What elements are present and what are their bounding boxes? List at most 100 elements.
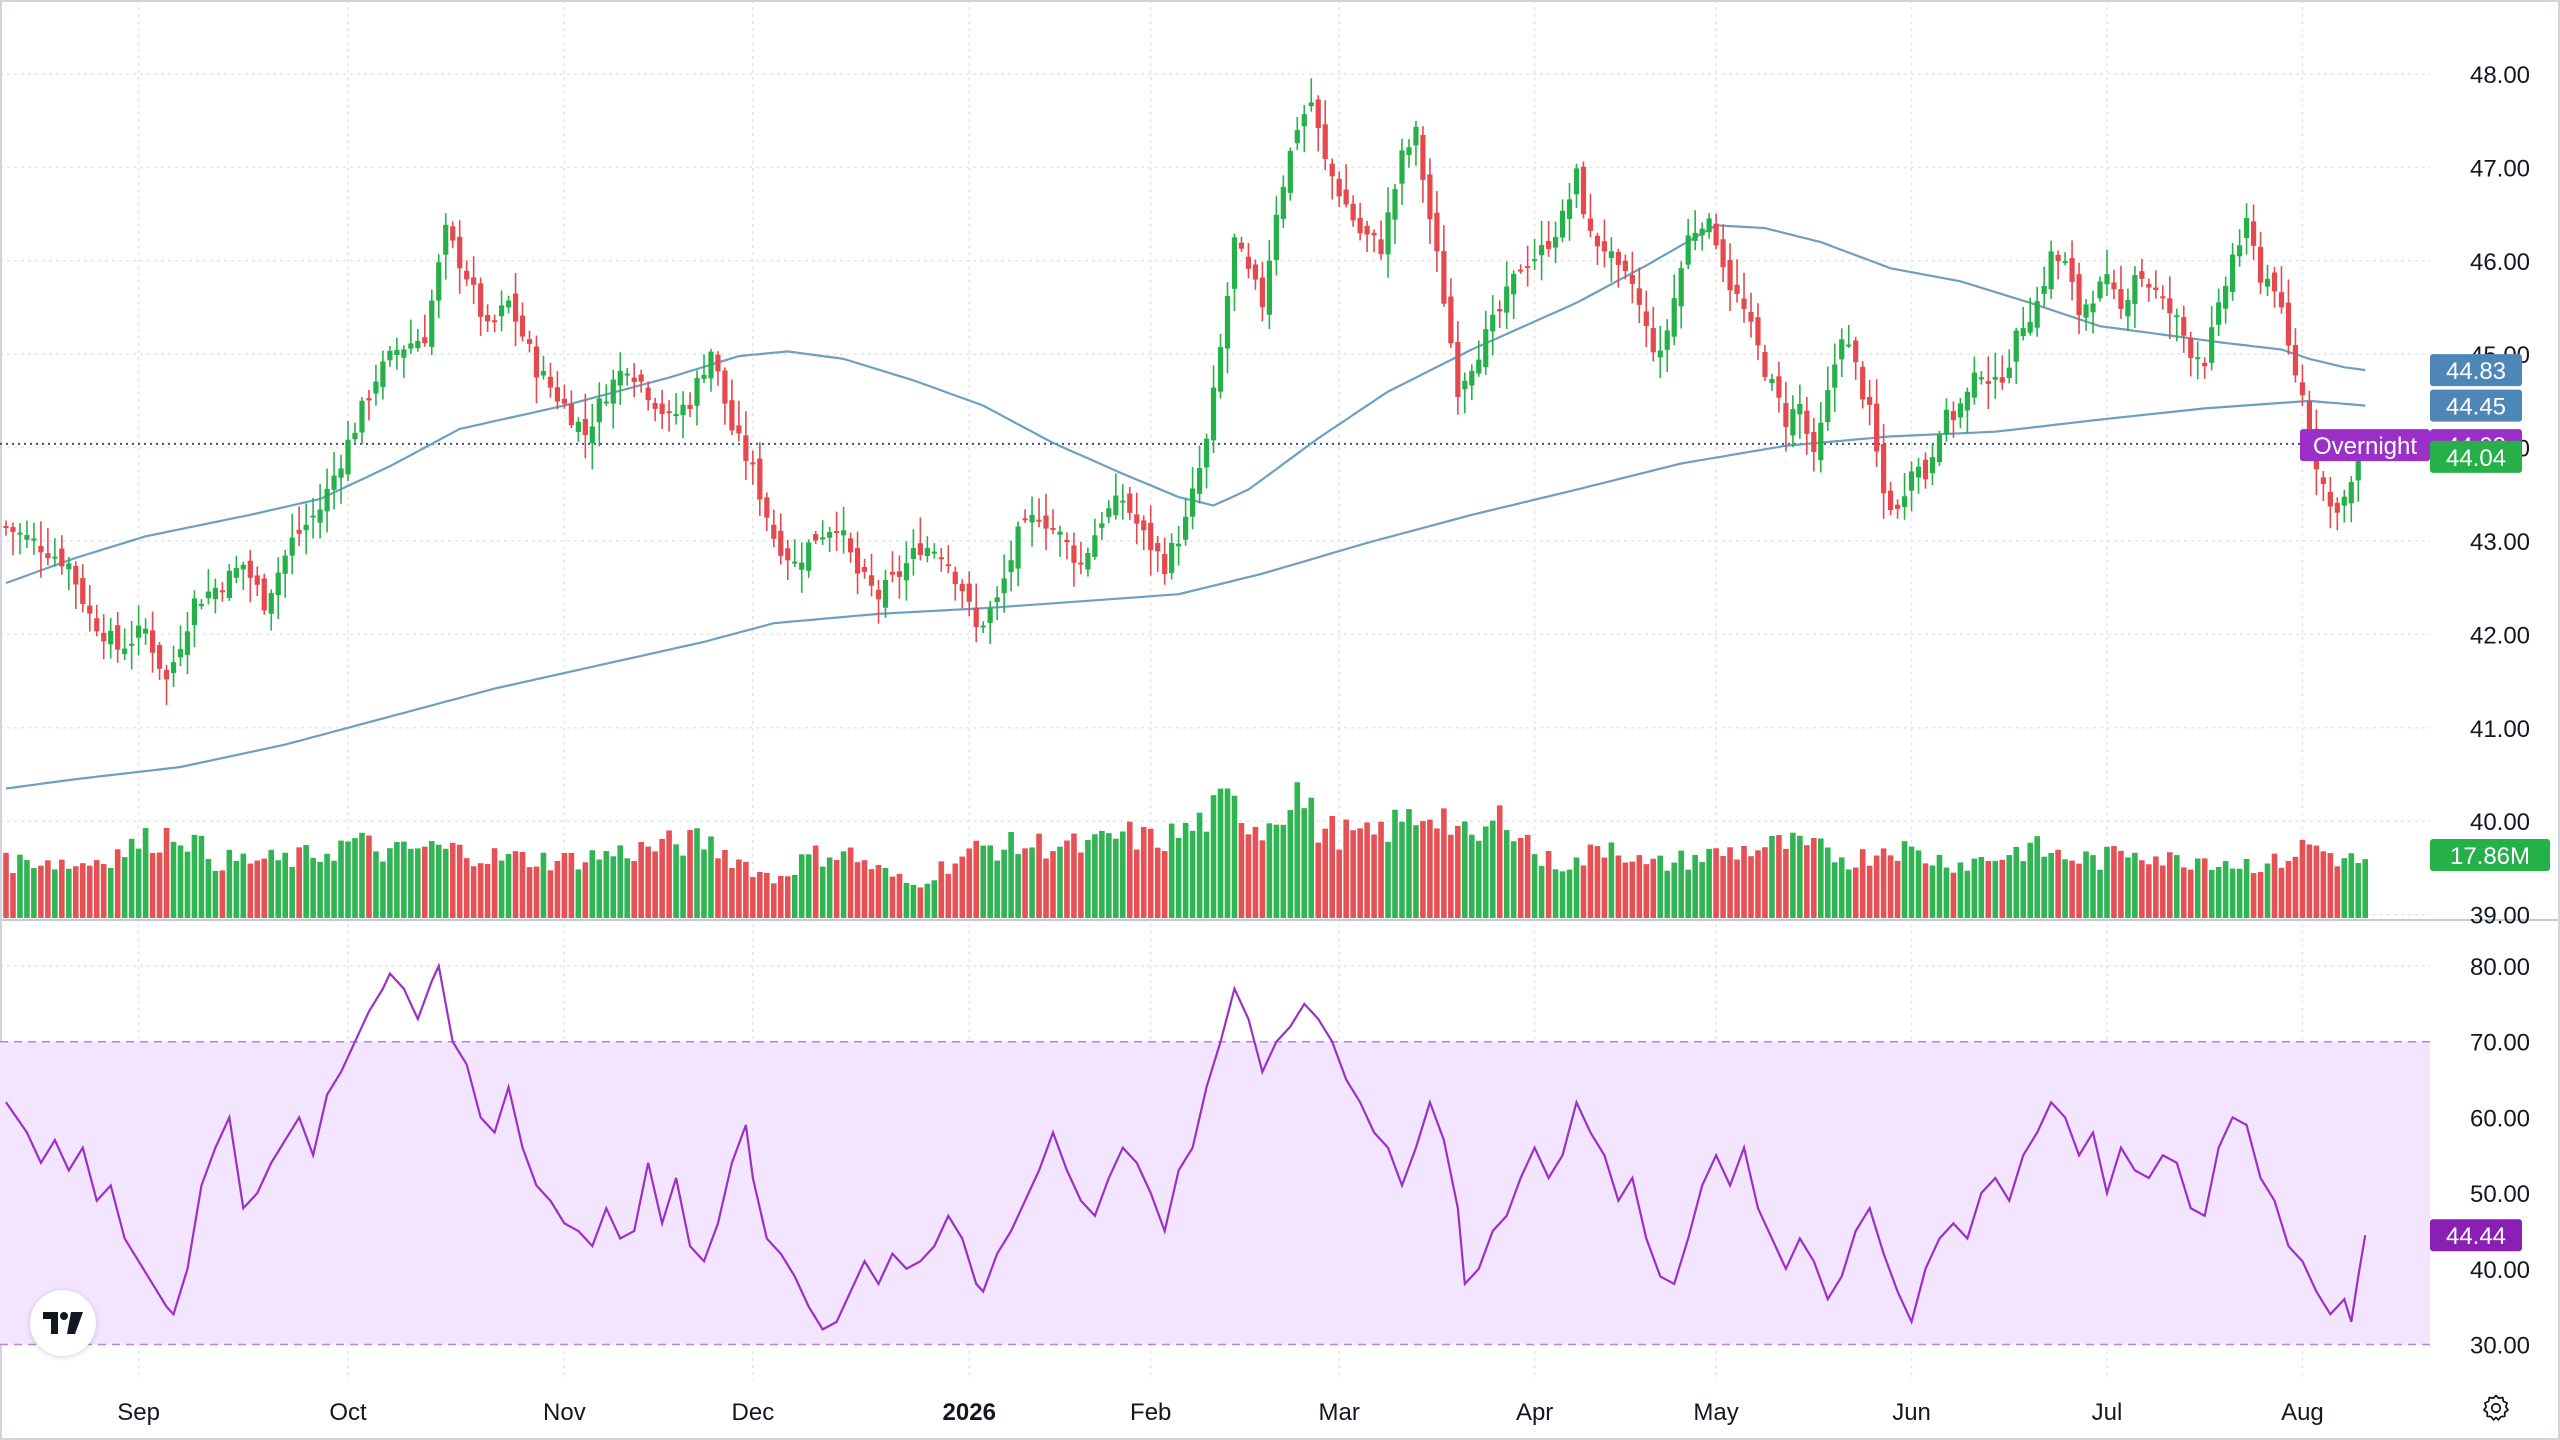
rsi-tick-label: 70.00 [2470,1030,2530,1057]
candle-body [799,562,805,570]
candle-body [1552,236,1559,248]
candle-body [1985,381,1991,384]
volume-bar [170,841,177,918]
candle-body [1811,431,1817,452]
volume-bar [1427,819,1433,918]
volume-bar [345,841,351,918]
candle-body [17,532,23,535]
candle-body [966,583,972,602]
volume-bar [2167,852,2173,918]
candle-body [1092,535,1098,557]
candle-body [219,590,225,593]
candle-body [212,587,218,600]
volume-bar [142,828,149,918]
candle-body [1580,166,1587,215]
volume-bar [1908,846,1915,918]
candle-body [177,649,184,658]
candle-body [1224,296,1231,349]
volume-bar [1922,863,1929,918]
volume-bar [868,869,875,918]
volume-bar [1852,867,1859,918]
candle-body [73,565,79,585]
volume-bar [163,827,170,918]
volume-bar [387,848,393,918]
candle-body [2153,287,2159,291]
candle-body [861,566,868,572]
volume-bar [1147,828,1154,918]
volume-bar [2069,860,2075,918]
candle-body [1518,269,1524,272]
candle-body [1573,168,1580,195]
candle-body [952,571,958,585]
volume-bar [1804,845,1810,918]
volume-bar [324,853,330,918]
candle-body [1308,102,1314,107]
volume-bar [708,836,714,918]
volume-bar [945,873,952,918]
volume-bar [449,842,456,918]
volume-bar [1762,847,1768,918]
candle-body [771,524,777,539]
volume-bar [2285,861,2292,918]
volume-bar [777,875,784,918]
candle-body [1273,214,1279,260]
volume-bar [205,858,212,918]
volume-bar [875,864,882,918]
candle-body [1357,217,1363,234]
volume-bar [1671,862,1678,918]
candle-body [806,542,812,571]
volume-bar [380,861,386,918]
candle-body [2111,282,2117,290]
volume-bar [233,860,240,918]
volume-bar [2160,865,2166,918]
candle-body [994,597,1000,602]
gear-icon[interactable] [2476,1388,2516,1428]
volume-bar [2236,868,2243,918]
volume-bar [1608,842,1615,918]
volume-bar [296,847,302,918]
candle-body [1427,174,1433,220]
volume-bar [2208,869,2215,918]
candle-body [1336,178,1342,197]
volume-bar [135,848,142,918]
candle-body [2306,401,2312,436]
volume-bar [771,883,777,918]
volume-bar [1301,808,1308,918]
volume-bar [1545,851,1552,918]
rsi-tick-label: 40.00 [2470,1257,2530,1284]
candle-body [882,580,889,608]
candle-body [1280,186,1286,220]
volume-bar [505,853,512,918]
candle-body [387,350,393,361]
volume-bar [2229,868,2236,918]
candle-body [1301,114,1307,127]
volume-bar [352,838,358,918]
candle-body [1420,134,1426,180]
volume-bar [184,851,191,918]
volume-bar [359,832,365,918]
candle-body [1706,218,1712,233]
volume-bar [1957,862,1964,918]
volume-bar [589,850,596,918]
candle-body [868,575,875,586]
volume-bar [812,845,819,918]
volume-bar [1866,865,1873,918]
volume-bar [1273,824,1280,918]
volume-bar [687,830,693,918]
volume-bar [1887,855,1894,918]
volume-bar [107,867,114,918]
candle-body [429,300,435,347]
candle-body [2243,218,2250,239]
price-tick-label: 40.00 [2470,809,2530,836]
volume-bar [1727,847,1733,918]
candle-body [1755,317,1761,346]
volume-bar [1259,840,1266,918]
tradingview-logo-icon[interactable] [30,1290,96,1356]
candle-body [408,343,414,349]
price-tick-label: 42.00 [2470,622,2530,649]
candle-body [1029,514,1035,523]
candle-body [1162,553,1168,575]
candle-body [1762,351,1768,377]
